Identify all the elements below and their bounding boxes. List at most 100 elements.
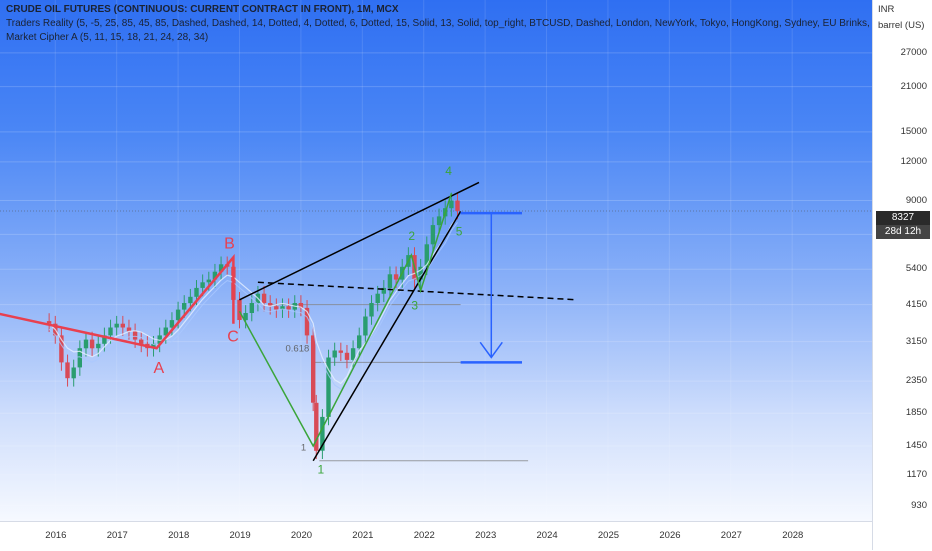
y-tick-11: 15000: [900, 125, 927, 137]
x-tick-2016: 2016: [45, 530, 67, 541]
candle-body-44[interactable]: [314, 402, 319, 451]
candle-body-6[interactable]: [83, 339, 89, 349]
x-tick-2028: 2028: [782, 530, 804, 541]
candle-body-51[interactable]: [357, 335, 362, 349]
candle-body-26[interactable]: [206, 279, 211, 283]
label-fib-1: 1: [301, 443, 306, 454]
candle-body-22[interactable]: [182, 303, 187, 310]
candle-body-28[interactable]: [218, 264, 224, 272]
candle-body-14[interactable]: [132, 331, 138, 340]
chart-area[interactable]: A B C 0.618 1 1 2 3 4 5 CRUDE OIL FUTURES (CONTIN…: [0, 0, 872, 521]
candle-body-32[interactable]: [243, 313, 248, 321]
candle-body-21[interactable]: [175, 309, 181, 321]
candle-body-5[interactable]: [77, 348, 82, 368]
candle-body-36[interactable]: [268, 303, 273, 307]
candle-body-24[interactable]: [194, 287, 199, 297]
candle-body-53[interactable]: [369, 303, 374, 317]
candle-body-49[interactable]: [344, 352, 350, 360]
x-tick-2022: 2022: [413, 530, 435, 541]
y-tick-7: 5400: [905, 263, 927, 275]
wave-label-2: 2: [408, 229, 415, 243]
candle-body-67[interactable]: [455, 200, 460, 211]
x-tick-2017: 2017: [106, 530, 128, 541]
wedge-lower-line[interactable]: [312, 211, 462, 462]
y-tick-9: 9000: [905, 194, 927, 206]
x-tick-2020: 2020: [290, 530, 313, 541]
candle-body-38[interactable]: [280, 306, 285, 310]
candle-body-52[interactable]: [363, 316, 368, 336]
candle-body-54[interactable]: [375, 293, 380, 303]
y-tick-13: 27000: [900, 46, 927, 58]
candle-body-39[interactable]: [286, 306, 291, 310]
label-a: A: [154, 360, 165, 377]
ma-ribbon-2[interactable]: [48, 222, 458, 390]
x-tick-2021: 2021: [352, 530, 374, 541]
dashed-neckline[interactable]: [257, 281, 578, 301]
y-tick-6: 4150: [905, 298, 927, 310]
y-tick-2: 1450: [905, 440, 927, 451]
candle-body-13[interactable]: [126, 327, 132, 332]
candle-body-19[interactable]: [163, 327, 168, 336]
candle-body-25[interactable]: [200, 282, 205, 288]
candle-body-12[interactable]: [120, 323, 125, 328]
candle-body-4[interactable]: [71, 367, 76, 379]
ma-ribbon-1[interactable]: [48, 216, 458, 385]
candle-body-33[interactable]: [249, 303, 254, 313]
candle-body-31[interactable]: [237, 299, 242, 320]
candle-body-0[interactable]: [46, 321, 52, 324]
candle-body-27[interactable]: [212, 271, 218, 280]
candle-body-37[interactable]: [274, 306, 279, 310]
candle-body-55[interactable]: [381, 287, 386, 294]
wedge-upper-line[interactable]: [239, 181, 480, 301]
candle-body-7[interactable]: [89, 339, 95, 349]
candle-body-11[interactable]: [114, 323, 119, 328]
y-tick-3: 1850: [905, 407, 927, 419]
candle-body-47[interactable]: [332, 350, 337, 358]
wave-label-5: 5: [456, 224, 463, 238]
candle-body-41[interactable]: [298, 303, 304, 308]
candle-body-35[interactable]: [261, 293, 267, 303]
candle-body-3[interactable]: [65, 362, 70, 379]
last-price-tag: 8327: [876, 211, 930, 225]
candle-body-62[interactable]: [424, 244, 429, 267]
candle-body-15[interactable]: [139, 339, 144, 344]
y-tick-1: 1170: [906, 468, 927, 480]
candle-body-17[interactable]: [151, 343, 156, 349]
candle-body-20[interactable]: [169, 320, 175, 328]
candle-body-66[interactable]: [449, 200, 454, 209]
green-harmonic-pattern[interactable]: [238, 193, 453, 448]
label-c: C: [227, 329, 239, 346]
candle-body-48[interactable]: [338, 350, 343, 353]
candle-body-57[interactable]: [393, 274, 399, 280]
x-tick-2027: 2027: [720, 530, 742, 541]
candle-body-43[interactable]: [311, 335, 316, 403]
time-axis[interactable]: 2016 2017 2018 2019 2020 2021 2022 2023 2024 2025…: [0, 521, 872, 551]
currency-label: INR: [878, 4, 895, 15]
candle-body-50[interactable]: [350, 348, 356, 360]
candle-body-10[interactable]: [108, 327, 113, 336]
price-axis[interactable]: 9301170145018502350315041505400700090001…: [872, 0, 932, 550]
candle-body-23[interactable]: [188, 296, 193, 304]
measure-arrow-head[interactable]: [479, 341, 503, 359]
wave-label-4: 4: [445, 164, 452, 178]
indicator-market-cipher[interactable]: Market Cipher A (5, 11, 15, 18, 21, 24, …: [6, 32, 209, 43]
indicator-traders-reality[interactable]: Traders Reality (5, -5, 25, 85, 45, 85, …: [6, 18, 872, 29]
candle-body-56[interactable]: [387, 274, 393, 288]
candle-body-63[interactable]: [430, 225, 436, 245]
candle-body-2[interactable]: [59, 335, 64, 363]
chart-svg[interactable]: A B C 0.618 1 1 2 3 4 5: [0, 0, 872, 521]
countdown-tag: 28d 12h: [876, 225, 930, 239]
candle-body-18[interactable]: [157, 335, 162, 344]
candle-body-64[interactable]: [436, 216, 442, 226]
red-abc-pattern[interactable]: [0, 253, 235, 350]
label-fib-0618: 0.618: [286, 343, 310, 354]
candle-body-8[interactable]: [96, 343, 101, 349]
chart-title: CRUDE OIL FUTURES (CONTINUOUS: CURRENT C…: [6, 4, 399, 15]
candle-body-9[interactable]: [102, 335, 107, 344]
x-tick-2018: 2018: [168, 530, 190, 541]
candle-body-42[interactable]: [304, 307, 310, 336]
y-tick-4: 2350: [905, 375, 927, 387]
candle-body-45[interactable]: [320, 416, 325, 451]
candle-body-61[interactable]: [418, 266, 423, 280]
candle-body-46[interactable]: [326, 357, 331, 417]
